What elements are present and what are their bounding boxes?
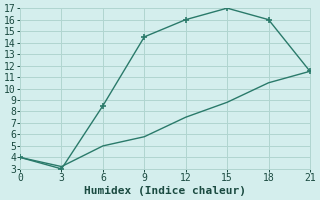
X-axis label: Humidex (Indice chaleur): Humidex (Indice chaleur) <box>84 186 246 196</box>
